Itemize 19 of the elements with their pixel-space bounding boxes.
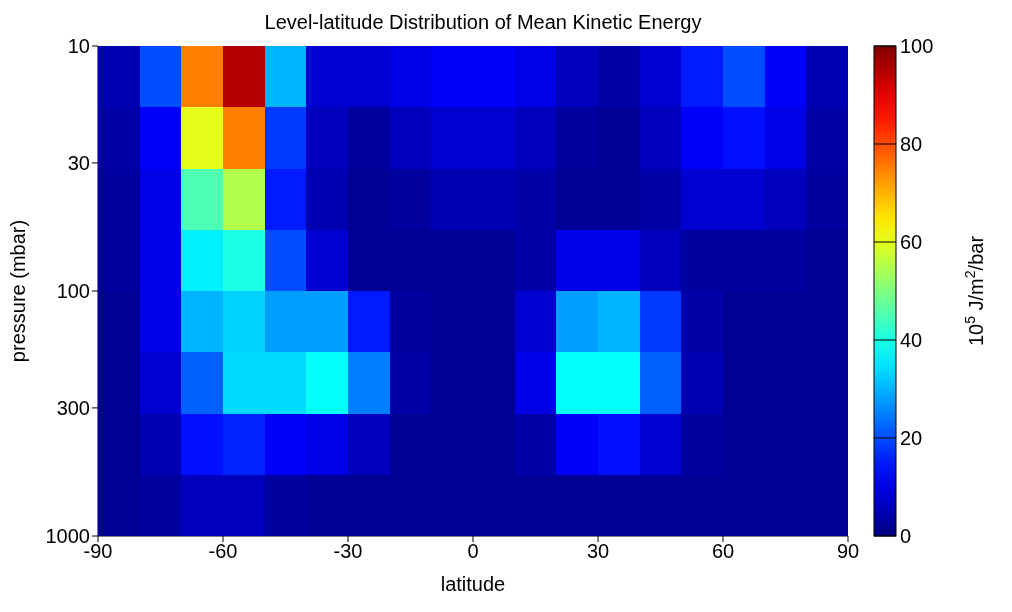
color-bar-label: 0	[900, 525, 912, 547]
chart-title: Level-latitude Distribution of Mean Kinetic Energy	[263, 10, 703, 35]
x-tick-label: -60	[208, 540, 238, 563]
y-tick-label: 30	[67, 151, 90, 174]
y-tick-label: 10	[67, 35, 90, 58]
y-tick-label: 100	[56, 280, 90, 303]
x-axis-title: latitude	[440, 573, 506, 595]
x-tick-label: 60	[711, 540, 735, 563]
y-tick-label: 300	[56, 396, 90, 419]
color-bar-label: 20	[900, 427, 923, 449]
color-bar-label: 60	[900, 231, 923, 253]
color-bar-label: 100	[900, 35, 934, 57]
x-tick-label: 30	[586, 540, 610, 563]
x-tick-label: 90	[836, 540, 860, 563]
x-tick-label: -30	[333, 540, 363, 563]
color-bar-label: 40	[900, 329, 923, 351]
y-axis-title: pressure (mbar)	[7, 219, 30, 363]
x-tick-label: 0	[467, 540, 479, 563]
color-bar-label: 80	[900, 133, 923, 155]
